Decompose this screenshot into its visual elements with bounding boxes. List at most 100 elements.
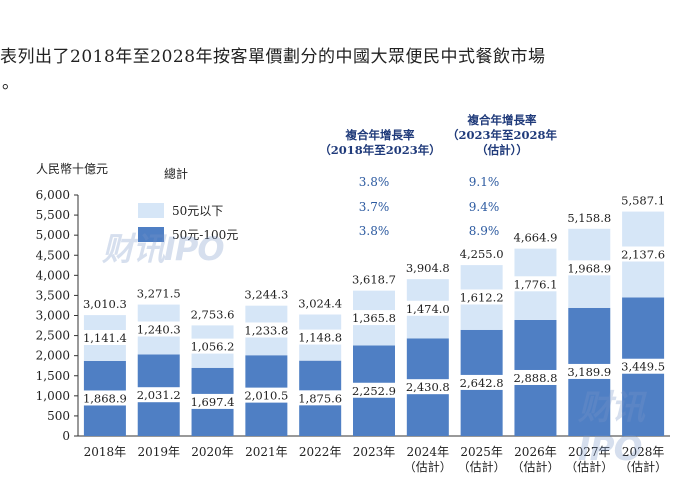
watermark-right: 财讯IPO [578,388,645,469]
cagr-header-projected-line2: （2023年至2028年 [446,128,557,142]
x-category-label: 2023年 [353,445,396,459]
value-label-under-50: 1,233.8 [244,323,288,337]
cagr-hist-under-50: 3.7% [358,200,390,214]
watermark-left: 财讯IPO [102,230,225,268]
x-category-label: （估計） [511,459,559,474]
value-label-under-50: 1,776.1 [514,277,558,291]
cagr-header-projected-line3: （估計）） [476,143,528,157]
value-label-under-50: 1,365.8 [352,311,396,325]
cagr-header-historical: 複合年增長率 （2018年至2023年） [318,128,442,158]
value-label-50-100: 2,252.9 [352,384,396,398]
cagr-proj-under-50: 9.4% [468,200,500,214]
value-label-50-100: 2,642.8 [460,376,504,390]
cagr-header-projected-line1: 複合年增長率 [467,113,537,127]
cagr-hist-total: 3.8% [358,175,390,189]
value-label-bg-under-50 [565,260,614,276]
value-label-50-100: 2,031.2 [137,388,181,402]
x-category-label: 2019年 [137,445,180,459]
legend-item-under-50: 50元以下 [138,202,223,219]
value-label-bg-under-50 [511,276,560,292]
total-label: 4,255.0 [460,247,504,261]
total-label: 3,010.3 [83,297,127,311]
value-label-bg-50-100 [565,363,614,379]
cagr-header-projected: 複合年增長率 （2023年至2028年 （估計）） [440,113,564,158]
cagr-proj-total: 9.1% [468,175,500,189]
total-label: 3,024.4 [298,297,342,311]
legend-label-50-100: 50元-100元 [172,228,239,242]
legend-label-under-50: 50元以下 [172,204,224,218]
y-tick-label: 0 [62,429,70,443]
y-tick-label: 5,000 [36,228,70,242]
value-label-bg-under-50 [403,300,452,316]
total-label: 3,271.5 [137,287,181,301]
value-label-bg-under-50 [296,329,345,345]
value-label-bg-under-50 [457,289,506,305]
total-label: 5,587.1 [621,194,665,208]
value-label-50-100: 1,868.9 [83,391,127,405]
x-category-label: 2027年 [568,445,611,459]
value-label-50-100: 3,449.5 [621,360,665,374]
value-label-bg-50-100 [80,390,129,406]
total-label: 4,664.9 [514,231,558,245]
value-label-50-100: 3,189.9 [567,365,611,379]
x-category-label: （估計） [619,459,667,474]
cagr-hist-50-100: 3.8% [358,224,390,238]
value-label-50-100: 2,888.8 [514,371,558,385]
value-label-bg-50-100 [188,393,237,409]
value-label-bg-50-100 [296,390,345,406]
value-label-bg-50-100 [403,379,452,395]
x-category-label: 2018年 [84,445,127,459]
x-category-label: 2028年 [622,445,665,459]
value-label-50-100: 2,010.5 [244,389,288,403]
value-label-bg-under-50 [619,246,668,262]
x-category-label: （估計） [565,459,613,474]
x-category-label: 2022年 [299,445,342,459]
value-label-50-100: 2,430.8 [406,380,450,394]
value-label-under-50: 2,137.6 [621,248,665,262]
y-tick-label: 2,000 [36,349,70,363]
intro-text-line2: 。 [2,73,19,93]
value-label-under-50: 1,240.3 [137,323,181,337]
value-label-bg-50-100 [619,358,668,374]
value-label-bg-under-50 [350,310,398,326]
total-label: 3,904.8 [406,261,450,275]
y-tick-label: 500 [47,409,70,423]
value-label-bg-50-100 [350,382,398,398]
x-category-label: 2020年 [191,445,234,459]
value-label-bg-under-50 [80,330,129,346]
value-label-under-50: 1,968.9 [567,261,611,275]
y-tick-label: 2,500 [36,329,70,343]
legend-swatch-50-100 [138,227,164,242]
value-label-under-50: 1,148.8 [298,331,342,345]
y-tick-label: 3,000 [36,309,70,323]
y-axis-unit-label: 人民幣十億元 [36,162,109,176]
y-tick-label: 4,000 [36,268,70,282]
cagr-proj-50-100: 8.9% [468,224,500,238]
value-label-bg-under-50 [188,338,237,354]
x-category-label: （估計） [458,459,506,474]
y-tick-label: 6,000 [36,188,70,202]
y-tick-label: 5,500 [36,208,70,222]
total-label: 5,158.8 [567,211,611,225]
legend-swatch-under-50 [138,203,164,218]
value-label-bg-50-100 [134,387,183,403]
value-label-bg-50-100 [242,387,291,403]
value-label-bg-50-100 [457,374,506,390]
x-category-label: 2021年 [245,445,288,459]
value-label-50-100: 1,875.6 [298,391,342,405]
y-tick-label: 1,500 [36,369,70,383]
total-label: 2,753.6 [191,307,235,321]
value-label-under-50: 1,612.2 [460,290,504,304]
value-label-bg-50-100 [511,369,560,385]
value-label-50-100: 1,697.4 [191,395,235,409]
value-label-under-50: 1,056.2 [191,340,235,354]
legend-title: 總計 [164,167,189,181]
y-tick-label: 3,500 [36,288,70,302]
value-label-bg-under-50 [242,322,291,338]
intro-text-line1: 表列出了2018年至2028年按客單價劃分的中國大眾便民中式餐飲市場 [0,47,546,67]
total-label: 3,244.3 [244,288,288,302]
total-label: 3,618.7 [352,273,396,287]
x-category-label: （估計） [404,459,452,474]
cagr-header-historical-line1: 複合年增長率 [345,128,415,142]
